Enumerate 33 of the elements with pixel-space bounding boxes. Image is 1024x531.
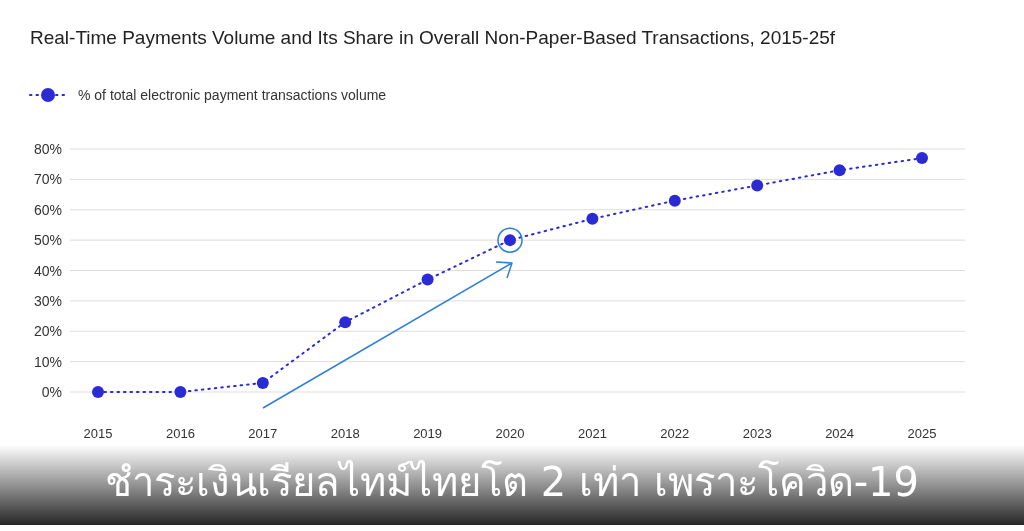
text: ชำระเงินเรียลไทม์ไทยโต 2 เท่า เพราะโควิด-19 — [105, 459, 919, 505]
x-tick-label: 2024 — [825, 426, 855, 441]
x-tick-label: 2018 — [330, 426, 360, 441]
y-tick-label: 20% — [33, 323, 62, 340]
point — [421, 273, 434, 286]
y-tick-label: 80% — [33, 141, 62, 157]
x-tick-label: 2019 — [413, 426, 443, 441]
y-tick-label: 40% — [33, 262, 62, 279]
x-tick-label: 2022 — [660, 426, 690, 441]
x-tick-label: 2015 — [83, 426, 113, 441]
point — [668, 194, 681, 207]
chart-title: Real-Time Payments Volume and Its Share in Overall Non-Paper-Based Transactions, 2015-25f — [30, 27, 836, 48]
y-tick-label: 60% — [33, 201, 62, 218]
x-tick-label: 2016 — [165, 426, 195, 441]
point — [174, 386, 187, 398]
point — [833, 164, 846, 177]
legend-label: % of total electronic payment transactions volume — [78, 87, 387, 103]
x-tick-label: 2021 — [577, 426, 607, 441]
point — [92, 386, 104, 398]
point — [256, 376, 269, 389]
y-tick-label: 50% — [33, 232, 62, 249]
y-tick-label: 70% — [33, 171, 62, 188]
x-tick-label: 2023 — [742, 426, 772, 441]
x-tick-label: 2017 — [248, 426, 278, 441]
point — [916, 152, 928, 165]
y-tick-label: 0% — [41, 384, 62, 400]
x-tick-label: 2020 — [495, 426, 525, 441]
x-tick-label: 2025 — [907, 426, 937, 441]
y-tick-label: 10% — [33, 353, 62, 370]
point — [339, 316, 352, 329]
point — [586, 212, 599, 225]
y-tick-label: 30% — [33, 292, 62, 309]
point — [751, 179, 764, 192]
